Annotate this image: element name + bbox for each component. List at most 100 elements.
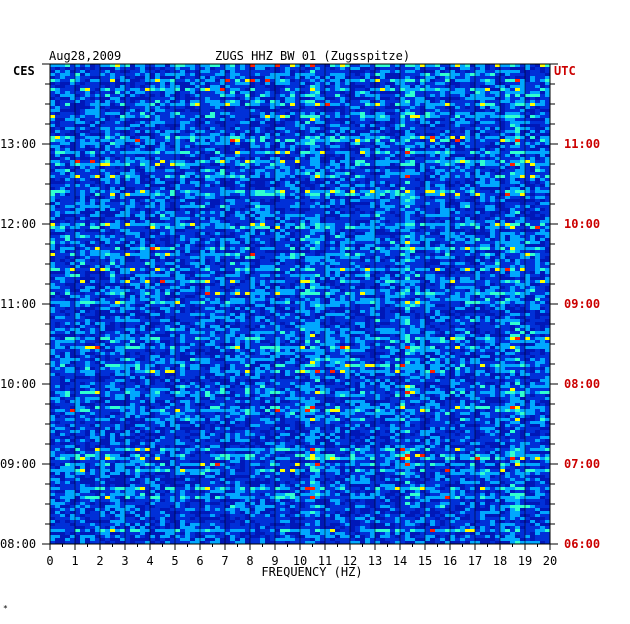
heatmap-cell bbox=[220, 175, 225, 178]
heatmap-cell bbox=[325, 100, 330, 103]
heatmap-cell bbox=[165, 205, 170, 208]
heatmap-cell bbox=[140, 115, 145, 118]
heatmap-cell bbox=[165, 103, 170, 106]
heatmap-cell bbox=[420, 256, 425, 259]
heatmap-cell bbox=[60, 211, 65, 214]
heatmap-cell bbox=[130, 112, 135, 115]
heatmap-cell bbox=[265, 124, 270, 127]
heatmap-cell bbox=[215, 220, 220, 223]
heatmap-cell bbox=[340, 175, 345, 178]
heatmap-cell bbox=[495, 70, 500, 73]
heatmap-cell bbox=[265, 235, 270, 238]
heatmap-cell bbox=[515, 160, 520, 163]
heatmap-cell bbox=[180, 79, 185, 82]
heatmap-cell bbox=[105, 238, 110, 241]
heatmap-cell bbox=[265, 247, 270, 250]
heatmap-cell bbox=[170, 64, 175, 67]
heatmap-cell bbox=[325, 169, 330, 172]
heatmap-cell bbox=[480, 154, 485, 157]
heatmap-cell bbox=[430, 202, 435, 205]
heatmap-cell bbox=[210, 103, 215, 106]
heatmap-cell bbox=[430, 142, 435, 145]
heatmap-cell bbox=[145, 76, 150, 79]
heatmap-cell bbox=[500, 85, 505, 88]
heatmap-cell bbox=[205, 124, 210, 127]
heatmap-cell bbox=[415, 196, 420, 199]
heatmap-cell bbox=[220, 94, 225, 97]
heatmap-cell bbox=[190, 148, 195, 151]
heatmap-cell bbox=[60, 133, 65, 136]
heatmap-cell bbox=[250, 100, 255, 103]
heatmap-cell bbox=[425, 208, 430, 211]
heatmap-cell bbox=[95, 244, 100, 247]
heatmap-cell bbox=[205, 211, 210, 214]
heatmap-cell bbox=[140, 103, 145, 106]
heatmap-cell bbox=[245, 103, 250, 106]
heatmap-cell bbox=[460, 238, 465, 241]
heatmap-cell bbox=[85, 142, 90, 145]
heatmap-cell bbox=[425, 193, 430, 196]
heatmap-cell bbox=[475, 112, 480, 115]
heatmap-cell bbox=[250, 229, 255, 232]
heatmap-cell bbox=[140, 88, 145, 91]
heatmap-cell bbox=[455, 214, 460, 217]
heatmap-cell bbox=[165, 229, 170, 232]
heatmap-cell bbox=[525, 169, 530, 172]
heatmap-cell bbox=[265, 136, 270, 139]
heatmap-cell bbox=[365, 241, 370, 244]
heatmap-cell bbox=[230, 229, 235, 232]
heatmap-cell bbox=[200, 214, 205, 217]
heatmap-cell bbox=[410, 196, 415, 199]
heatmap-cell bbox=[225, 202, 230, 205]
heatmap-cell bbox=[120, 100, 125, 103]
heatmap-cell bbox=[195, 88, 200, 91]
heatmap-cell bbox=[480, 67, 485, 70]
heatmap-cell bbox=[155, 208, 160, 211]
heatmap-cell bbox=[425, 199, 430, 202]
heatmap-cell bbox=[285, 244, 290, 247]
heatmap-cell bbox=[255, 73, 260, 76]
heatmap-cell bbox=[425, 160, 430, 163]
heatmap-cell bbox=[335, 121, 340, 124]
heatmap-cell bbox=[350, 100, 355, 103]
heatmap-cell bbox=[530, 145, 535, 148]
heatmap-cell bbox=[365, 139, 370, 142]
heatmap-cell bbox=[415, 118, 420, 121]
heatmap-cell bbox=[310, 190, 315, 193]
heatmap-cell bbox=[250, 148, 255, 151]
heatmap-cell bbox=[485, 109, 490, 112]
heatmap-cell bbox=[210, 250, 215, 253]
heatmap-cell bbox=[395, 133, 400, 136]
heatmap-cell bbox=[235, 70, 240, 73]
heatmap-cell bbox=[310, 145, 315, 148]
heatmap-cell bbox=[345, 127, 350, 130]
heatmap-cell bbox=[515, 109, 520, 112]
heatmap-cell bbox=[435, 73, 440, 76]
heatmap-cell bbox=[505, 94, 510, 97]
heatmap-cell bbox=[455, 112, 460, 115]
heatmap-cell bbox=[465, 226, 470, 229]
heatmap-cell bbox=[315, 91, 320, 94]
heatmap-cell bbox=[205, 199, 210, 202]
heatmap-cell bbox=[410, 115, 415, 118]
heatmap-cell bbox=[540, 220, 545, 223]
heatmap-cell bbox=[510, 109, 515, 112]
heatmap-cell bbox=[85, 193, 90, 196]
heatmap-cell bbox=[135, 100, 140, 103]
heatmap-cell bbox=[490, 112, 495, 115]
heatmap-cell bbox=[205, 256, 210, 259]
heatmap-cell bbox=[285, 70, 290, 73]
heatmap-cell bbox=[395, 88, 400, 91]
heatmap-cell bbox=[150, 205, 155, 208]
heatmap-cell bbox=[425, 151, 430, 154]
heatmap-cell bbox=[545, 82, 550, 85]
heatmap-cell bbox=[75, 208, 80, 211]
heatmap-cell bbox=[60, 160, 65, 163]
heatmap-cell bbox=[310, 229, 315, 232]
heatmap-cell bbox=[70, 97, 75, 100]
heatmap-cell bbox=[490, 193, 495, 196]
heatmap-cell bbox=[95, 172, 100, 175]
heatmap-cell bbox=[290, 154, 295, 157]
heatmap-cell bbox=[515, 196, 520, 199]
heatmap-cell bbox=[390, 115, 395, 118]
